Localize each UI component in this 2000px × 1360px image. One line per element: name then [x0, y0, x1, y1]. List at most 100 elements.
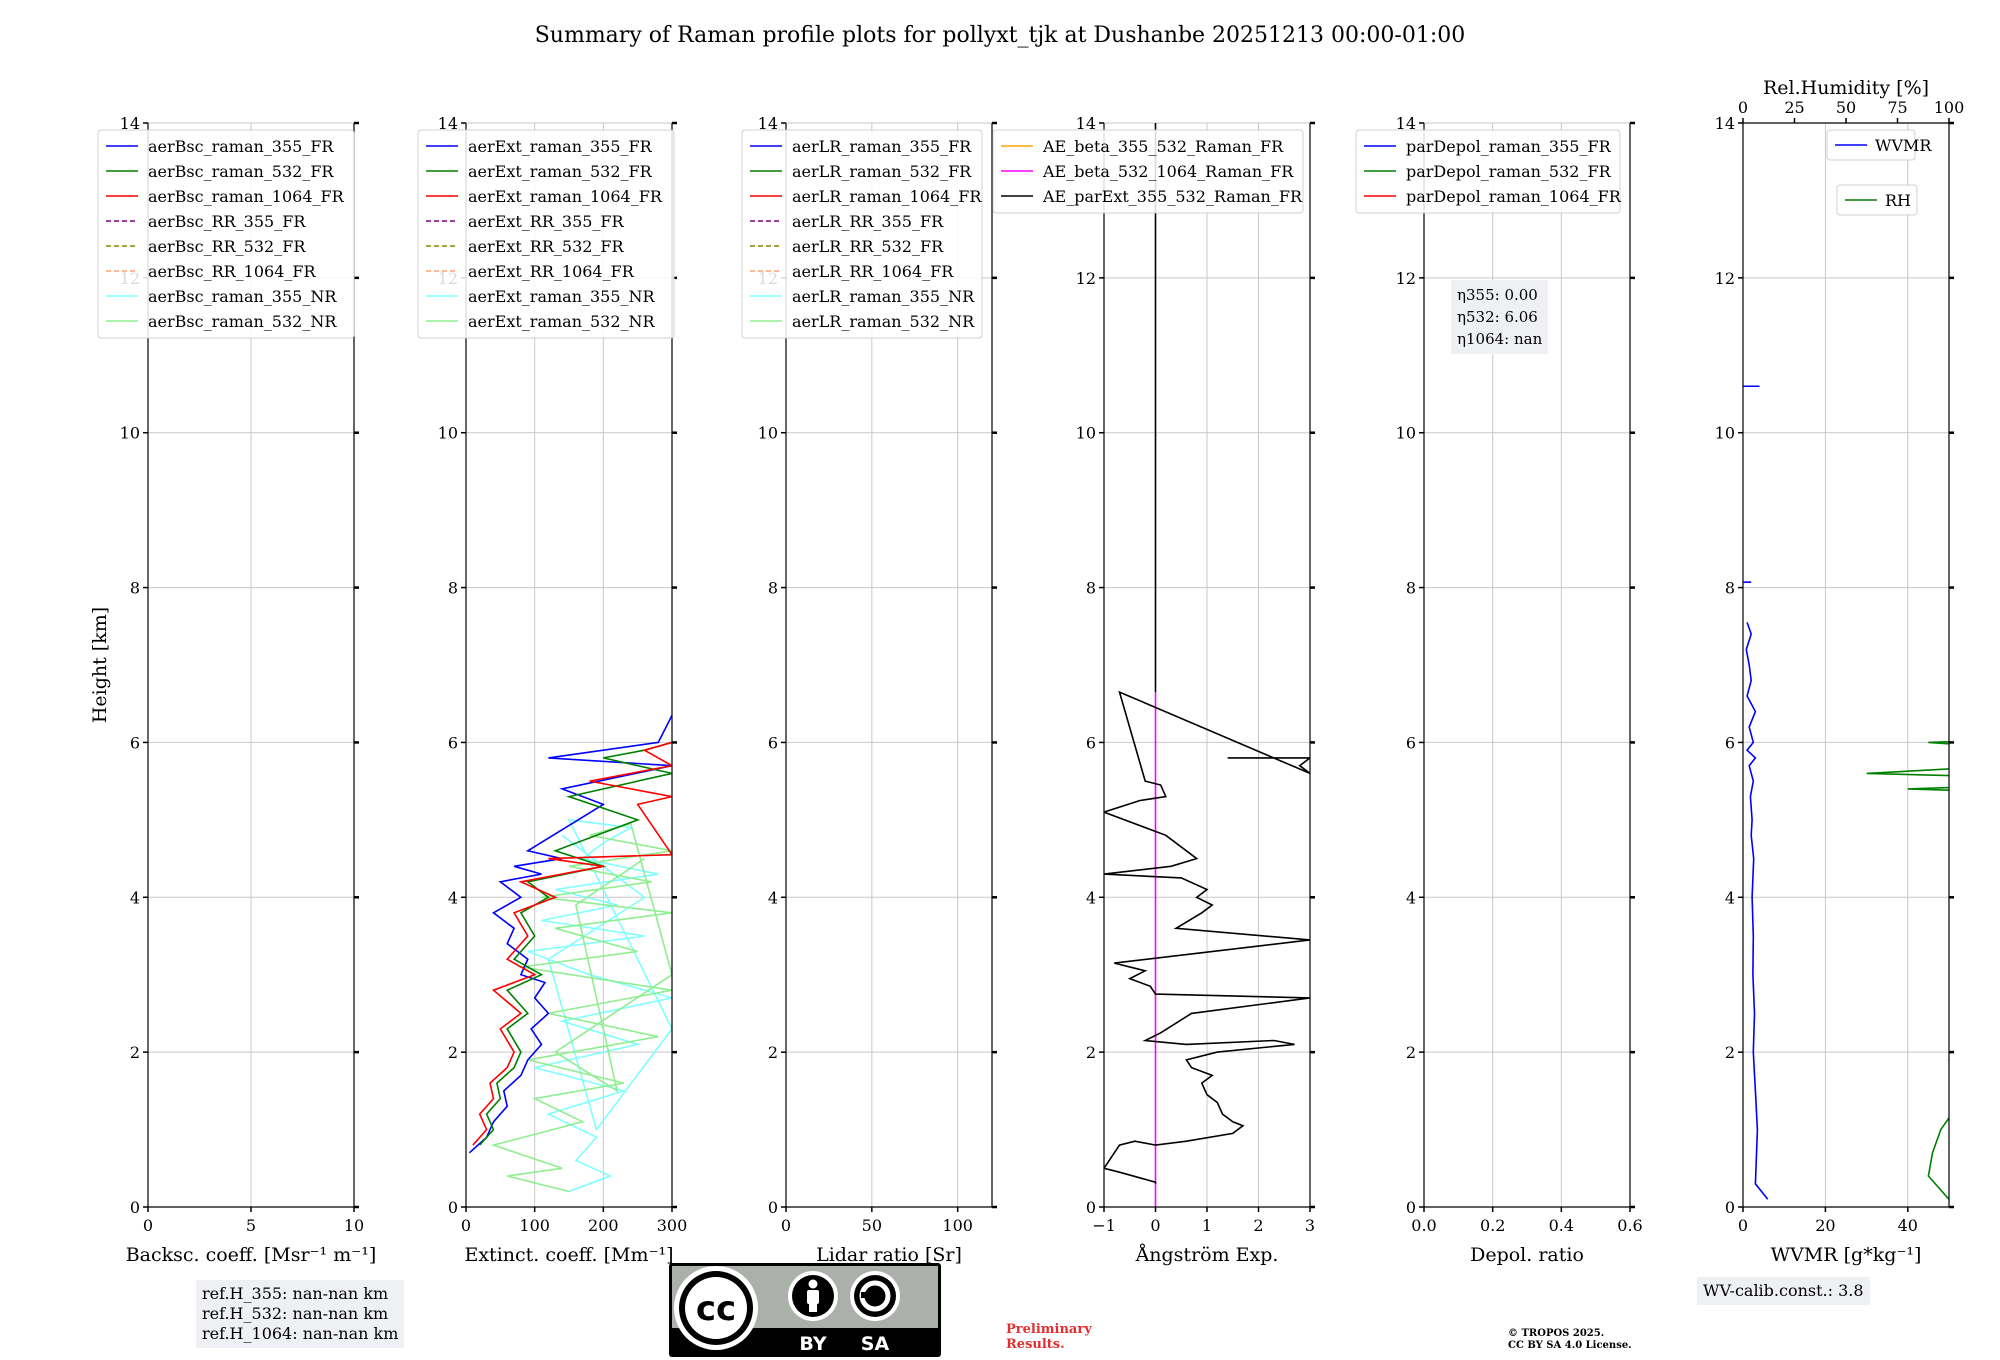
xtick-label: −1: [1092, 1216, 1116, 1235]
legend-label: aerLR_raman_532_NR: [792, 312, 975, 331]
legend-label: aerBsc_RR_532_FR: [148, 237, 306, 256]
ytick-label: 8: [768, 579, 778, 598]
top-axis-label: Rel.Humidity [%]: [1763, 77, 1929, 99]
legend-label: AE_beta_355_532_Raman_FR: [1042, 137, 1284, 156]
legend-box: [741, 129, 983, 339]
preliminary-note: Preliminary Results.: [1006, 1322, 1092, 1352]
xtick-label: 100: [942, 1216, 973, 1235]
copyright-line-1: © TROPOS 2025.: [1508, 1328, 1605, 1339]
ytick-label: 14: [1715, 114, 1735, 133]
xtick-label: 20: [1815, 1216, 1835, 1235]
panel-extinction: 024681012140100200300Extinct. coeff. [Mm…: [417, 114, 687, 1266]
legend-label: aerBsc_raman_1064_FR: [148, 187, 345, 206]
xtick-label: 100: [519, 1216, 550, 1235]
ytick-label: 4: [1406, 888, 1416, 907]
legend-label: AE_parExt_355_532_Raman_FR: [1042, 187, 1303, 206]
ytick-label: 10: [1715, 424, 1735, 443]
y-axis-label: Height [km]: [89, 607, 111, 723]
xtick-label: 0: [143, 1216, 153, 1235]
xtick-label: 10: [344, 1216, 364, 1235]
ytick-label: 2: [768, 1043, 778, 1062]
ytick-label: 0: [1086, 1198, 1096, 1217]
xtick-label: 1: [1202, 1216, 1212, 1235]
top-xtick-label: 50: [1836, 98, 1856, 117]
xtick-label: 2: [1253, 1216, 1263, 1235]
ytick-label: 6: [1725, 733, 1735, 752]
top-xtick-label: 100: [1934, 98, 1965, 117]
ytick-label: 10: [1396, 424, 1416, 443]
top-xtick-label: 25: [1784, 98, 1804, 117]
series-aerExt_raman_532_NR: [490, 822, 672, 1193]
series-group: [468, 714, 672, 1193]
ytick-label: 14: [1076, 114, 1096, 133]
xtick-label: 0.0: [1411, 1216, 1436, 1235]
eta-1064: η1064: nan: [1457, 330, 1543, 348]
ytick-label: 8: [448, 579, 458, 598]
series-group: [1743, 385, 1949, 1201]
legend-label: aerBsc_RR_355_FR: [148, 212, 306, 231]
series-aerExt_raman_355_FR: [468, 714, 672, 1154]
panel-backscatter: 024681012140510Backsc. coeff. [Msr⁻¹ m⁻¹…: [89, 114, 376, 1266]
legend-label: aerExt_raman_532_NR: [468, 312, 656, 331]
legend-label: aerExt_raman_532_FR: [468, 162, 653, 181]
legend-label: RH: [1885, 191, 1911, 210]
cc-by-sa-badge-icon: cc BY SA: [669, 1263, 941, 1357]
legend-label: parDepol_raman_1064_FR: [1406, 187, 1622, 206]
wv-calib-box: WV-calib.const.: 3.8: [1697, 1277, 1870, 1305]
x-axis-label: WVMR [g*kg⁻¹]: [1771, 1244, 1922, 1266]
legend-label: aerExt_RR_1064_FR: [468, 262, 635, 281]
legend-label: aerExt_raman_1064_FR: [468, 187, 663, 206]
legend-box: [992, 129, 1304, 214]
preliminary-line-2: Results.: [1006, 1337, 1065, 1352]
cc-text: cc: [696, 1289, 736, 1329]
eta-355: η355: 0.00: [1457, 286, 1538, 304]
x-axis-label: Extinct. coeff. [Mm⁻¹]: [464, 1244, 673, 1266]
xtick-label: 0.6: [1617, 1216, 1642, 1235]
series-group: [1104, 123, 1310, 1207]
ytick-label: 10: [1076, 424, 1096, 443]
ytick-label: 2: [1725, 1043, 1735, 1062]
legend-label: WVMR: [1875, 136, 1932, 155]
wv-calib-const: WV-calib.const.: 3.8: [1703, 1281, 1864, 1300]
ytick-label: 10: [120, 424, 140, 443]
legend-label: aerLR_raman_355_FR: [792, 137, 972, 156]
legend-label: aerLR_raman_355_NR: [792, 287, 975, 306]
legend-label: aerBsc_RR_1064_FR: [148, 262, 317, 281]
ytick-label: 2: [1406, 1043, 1416, 1062]
ytick-label: 4: [1086, 888, 1096, 907]
ytick-label: 6: [1086, 733, 1096, 752]
series-aerExt_raman_532_FR: [479, 741, 672, 1146]
ytick-label: 4: [448, 888, 458, 907]
legend-label: aerLR_RR_355_FR: [792, 212, 944, 231]
ytick-label: 0: [130, 1198, 140, 1217]
legend-label: parDepol_raman_532_FR: [1406, 162, 1612, 181]
x-axis-label: Ångström Exp.: [1135, 1244, 1279, 1266]
ytick-label: 10: [438, 424, 458, 443]
ytick-label: 2: [1086, 1043, 1096, 1062]
xtick-label: 200: [588, 1216, 619, 1235]
copyright-note: © TROPOS 2025. CC BY SA 4.0 License.: [1508, 1328, 1632, 1352]
ref-h-355: ref.H_355: nan-nan km: [202, 1284, 389, 1303]
ytick-label: 8: [1086, 579, 1096, 598]
ref-h-532: ref.H_532: nan-nan km: [202, 1304, 389, 1323]
ytick-label: 0: [448, 1198, 458, 1217]
ytick-label: 0: [768, 1198, 778, 1217]
ytick-label: 14: [120, 114, 140, 133]
ytick-label: 2: [448, 1043, 458, 1062]
xtick-label: 50: [862, 1216, 882, 1235]
eta-box: η355: 0.00 η532: 6.06 η1064: nan: [1451, 280, 1549, 354]
x-axis-label: Backsc. coeff. [Msr⁻¹ m⁻¹]: [126, 1244, 377, 1266]
ytick-label: 14: [438, 114, 458, 133]
ytick-label: 8: [1725, 579, 1735, 598]
legend-label: aerLR_raman_1064_FR: [792, 187, 982, 206]
panel-depol: 0 2 4 6 8 10 12 14 0.0 0.2 0.4 0.6 Depol. ratio parDe…: [1355, 114, 1643, 1266]
ytick-label: 6: [768, 733, 778, 752]
legend-box: [97, 129, 355, 339]
panel-lidar_ratio: 02468101214050100Lidar ratio [Sr]aerLR_r…: [741, 114, 997, 1266]
ytick-label: 4: [1725, 888, 1735, 907]
legend-label: aerBsc_raman_532_FR: [148, 162, 334, 181]
ytick-label: 2: [130, 1043, 140, 1062]
